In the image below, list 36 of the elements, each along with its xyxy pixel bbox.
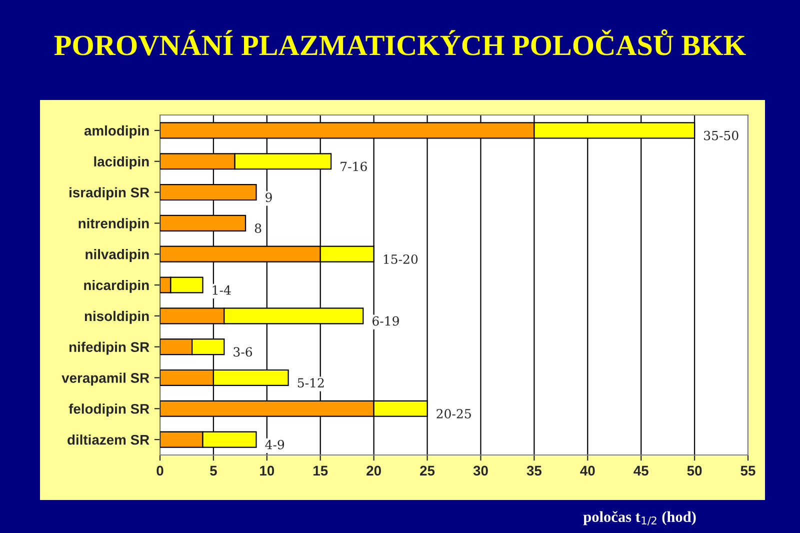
y-tick-label: nicardipin [84, 280, 149, 293]
x-tick-label: 25 [420, 466, 435, 476]
y-tick-label: verapamil SR [62, 372, 150, 386]
y-tick-label: nitrendipin [78, 218, 149, 232]
y-tick-label: isradipin SR [70, 187, 150, 200]
x-tick-label: 15 [314, 466, 328, 476]
y-tick-label: diltiazem SR [68, 434, 150, 445]
data-label: 1-4 [212, 285, 231, 295]
data-label: 20-25 [436, 408, 471, 418]
data-label: 4-9 [265, 440, 284, 450]
data-label: 3-6 [234, 347, 252, 357]
x-tick-label: 55 [740, 466, 756, 476]
data-label: 7-16 [340, 162, 367, 172]
x-tick-label: 35 [526, 466, 542, 476]
text: 8 [254, 224, 262, 233]
x-tick-label: 30 [473, 466, 488, 476]
y-tick-label: amlodipin [84, 125, 149, 138]
y-tick-label: lacidipin [94, 156, 149, 170]
x-tick-label: 40 [580, 466, 595, 476]
y-tick-label: nilvadipin [86, 249, 149, 262]
x-axis-title: poločas t$_{1/2}$ (hod) [583, 511, 696, 526]
data-label: 6-19 [372, 316, 399, 326]
x-tick-label: 45 [634, 466, 648, 476]
chart-title: POROVNÁNÍ PLAZMATICKÝCH POLOČASŮ BKK [54, 29, 746, 56]
x-tick-label: 0 [156, 466, 164, 476]
y-tick-label: nisoldipin [84, 310, 149, 324]
y-tick-label: nifedipin SR [69, 342, 150, 355]
x-tick-label: 10 [260, 466, 274, 476]
x-tick-label: 5 [210, 466, 217, 476]
x-tick-label: 20 [366, 466, 381, 476]
data-label: 5-12 [298, 378, 324, 388]
text: 9 [266, 192, 272, 202]
data-label: 15-20 [384, 254, 418, 264]
x-tick-label: 50 [687, 466, 702, 476]
data-label: 35-50 [704, 130, 738, 140]
y-tick-label: felodipin SR [68, 404, 150, 417]
